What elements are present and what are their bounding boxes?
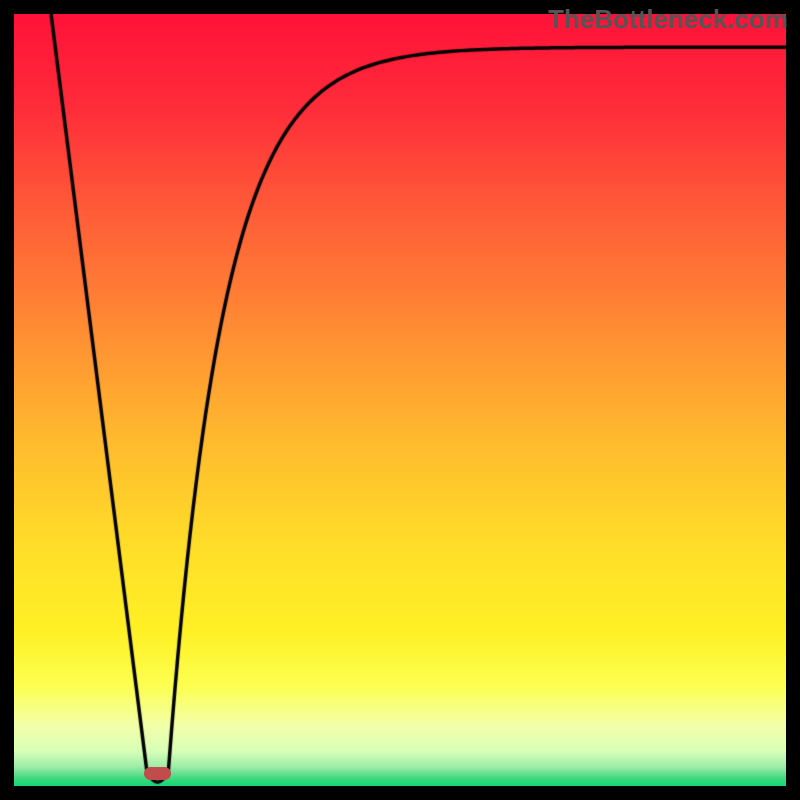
bottleneck-curve (14, 14, 786, 786)
chart-container: TheBottleneck.com (0, 0, 800, 800)
dip-marker (144, 767, 170, 779)
plot-area (14, 14, 786, 786)
site-watermark: TheBottleneck.com (548, 4, 788, 35)
